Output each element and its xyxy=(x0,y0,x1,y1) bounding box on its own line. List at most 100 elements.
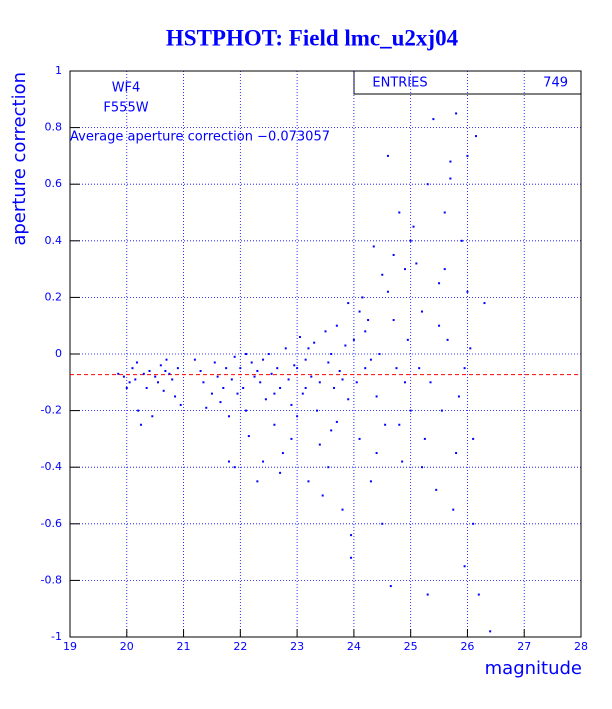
point xyxy=(125,386,128,389)
point xyxy=(452,508,455,511)
point xyxy=(281,452,284,455)
point xyxy=(227,415,230,418)
point xyxy=(392,253,395,256)
point xyxy=(273,392,276,395)
point xyxy=(455,452,458,455)
point xyxy=(157,381,160,384)
point xyxy=(338,369,341,372)
point xyxy=(230,378,233,381)
point xyxy=(222,386,225,389)
point xyxy=(253,375,256,378)
point xyxy=(409,239,412,242)
point xyxy=(164,369,167,372)
point xyxy=(457,395,460,398)
point xyxy=(449,177,452,180)
point xyxy=(333,386,336,389)
point xyxy=(344,344,347,347)
point xyxy=(321,494,324,497)
point xyxy=(381,522,384,525)
annotation: Average aperture correction −0.073057 xyxy=(70,130,330,145)
point xyxy=(375,395,378,398)
y-tick-label: 1 xyxy=(55,64,62,77)
point xyxy=(315,409,318,412)
point xyxy=(284,347,287,350)
point xyxy=(135,361,138,364)
point xyxy=(350,556,353,559)
point xyxy=(236,392,239,395)
x-tick-label: 28 xyxy=(574,640,588,653)
point xyxy=(446,338,449,341)
point xyxy=(227,460,230,463)
point xyxy=(412,225,415,228)
point xyxy=(423,437,426,440)
y-tick-label: 0.4 xyxy=(45,234,63,247)
point xyxy=(443,268,446,271)
point xyxy=(375,452,378,455)
point xyxy=(318,443,321,446)
point xyxy=(327,466,330,469)
point xyxy=(179,403,182,406)
point xyxy=(395,367,398,370)
x-tick-label: 23 xyxy=(290,640,304,653)
point xyxy=(401,460,404,463)
point xyxy=(432,118,435,121)
point xyxy=(463,565,466,568)
point xyxy=(174,395,177,398)
y-tick-label: 0.2 xyxy=(45,290,63,303)
point xyxy=(426,593,429,596)
point xyxy=(205,406,208,409)
point xyxy=(403,268,406,271)
chart-title: HSTPHOT: Field lmc_u2xj04 xyxy=(166,25,459,50)
y-tick-label: -0.6 xyxy=(41,517,62,530)
point xyxy=(137,409,140,412)
point xyxy=(242,386,245,389)
point xyxy=(398,211,401,214)
point xyxy=(472,522,475,525)
point xyxy=(477,593,480,596)
x-tick-label: 26 xyxy=(460,640,474,653)
point xyxy=(290,403,293,406)
point xyxy=(225,367,228,370)
point xyxy=(378,353,381,355)
point xyxy=(270,372,273,375)
point xyxy=(250,361,253,364)
point xyxy=(259,381,262,384)
point xyxy=(327,361,330,364)
x-tick-label: 27 xyxy=(517,640,531,653)
point xyxy=(435,488,438,491)
point xyxy=(466,154,469,157)
point xyxy=(418,367,421,370)
point xyxy=(472,437,475,440)
point xyxy=(117,372,120,375)
point xyxy=(361,296,364,299)
point xyxy=(247,435,250,438)
point xyxy=(131,367,134,370)
point xyxy=(421,310,424,313)
point xyxy=(304,386,307,389)
point xyxy=(298,336,301,339)
point xyxy=(367,319,370,322)
point xyxy=(293,364,296,367)
point xyxy=(148,369,151,372)
y-tick-label: 0.6 xyxy=(45,177,63,190)
point xyxy=(304,358,307,361)
point xyxy=(279,386,282,389)
point xyxy=(193,358,196,361)
point xyxy=(463,367,466,370)
stats-value: 749 xyxy=(543,76,568,91)
point xyxy=(469,347,472,350)
point xyxy=(296,415,299,418)
y-tick-label: 0.8 xyxy=(45,121,63,134)
point xyxy=(460,239,463,242)
point xyxy=(122,375,125,378)
point xyxy=(313,341,316,344)
annotation: WF4 xyxy=(112,81,141,96)
point xyxy=(264,398,267,401)
point xyxy=(171,378,174,381)
point xyxy=(384,423,387,426)
point xyxy=(364,330,367,333)
point xyxy=(347,398,350,401)
stats-label: ENTRIES xyxy=(372,76,427,91)
point xyxy=(483,302,486,305)
